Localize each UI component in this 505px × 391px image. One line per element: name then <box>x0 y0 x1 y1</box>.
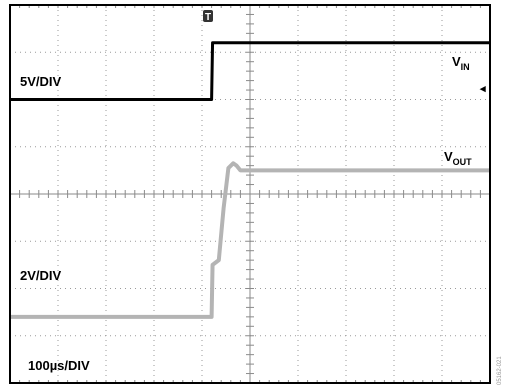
vout-label-sub: OUT <box>453 157 473 167</box>
trigger-marker-label: T <box>205 12 211 23</box>
vin-trace <box>10 41 490 101</box>
time-scale-label: 100µs/DIV <box>28 358 90 373</box>
vout-label-main: V <box>444 149 453 164</box>
trigger-marker-icon: T <box>203 10 213 23</box>
traces <box>10 41 490 319</box>
vin-label-sub: IN <box>461 62 470 72</box>
reference-arrow-icon: ◂ <box>479 83 486 95</box>
vin-channel-label: VIN <box>452 54 470 72</box>
figure-id: 05162-021 <box>497 356 503 385</box>
vin-scale-label: 5V/DIV <box>20 74 62 89</box>
vout-trace <box>10 161 490 319</box>
grid <box>10 5 490 383</box>
vin-label-main: V <box>452 54 461 69</box>
vout-scale-label: 2V/DIV <box>20 268 62 283</box>
plot-border <box>9 4 491 384</box>
vout-channel-label: VOUT <box>444 149 472 167</box>
